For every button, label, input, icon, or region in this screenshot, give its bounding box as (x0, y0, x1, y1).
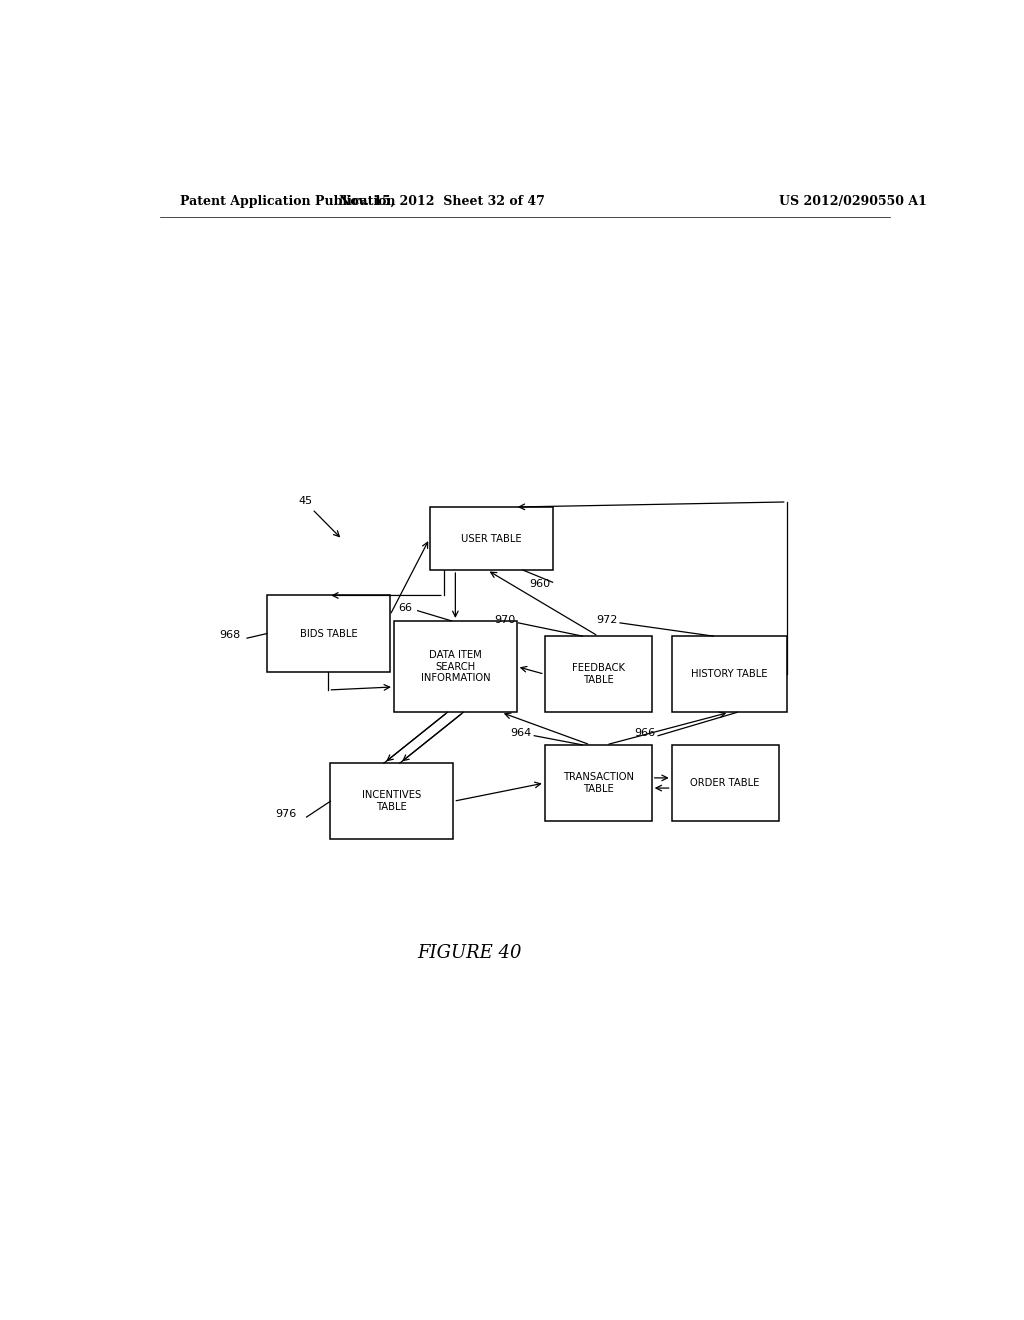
Text: DATA ITEM
SEARCH
INFORMATION: DATA ITEM SEARCH INFORMATION (421, 649, 490, 684)
Text: FEEDBACK
TABLE: FEEDBACK TABLE (571, 664, 625, 685)
Text: 970: 970 (495, 615, 516, 624)
Text: 976: 976 (274, 809, 296, 818)
Text: USER TABLE: USER TABLE (461, 533, 521, 544)
Text: Patent Application Publication: Patent Application Publication (179, 194, 395, 207)
Text: 968: 968 (219, 630, 241, 640)
Text: 45: 45 (299, 496, 312, 506)
Text: 972: 972 (596, 615, 617, 624)
Text: US 2012/0290550 A1: US 2012/0290550 A1 (778, 194, 927, 207)
Text: TRANSACTION
TABLE: TRANSACTION TABLE (563, 772, 634, 793)
FancyBboxPatch shape (672, 636, 786, 713)
FancyBboxPatch shape (430, 507, 553, 570)
FancyBboxPatch shape (545, 744, 652, 821)
Text: 960: 960 (528, 579, 550, 589)
Text: ORDER TABLE: ORDER TABLE (690, 777, 760, 788)
Text: BIDS TABLE: BIDS TABLE (300, 628, 357, 639)
Text: INCENTIVES
TABLE: INCENTIVES TABLE (362, 791, 422, 812)
FancyBboxPatch shape (545, 636, 652, 713)
Text: HISTORY TABLE: HISTORY TABLE (691, 669, 767, 680)
Text: 966: 966 (634, 727, 655, 738)
FancyBboxPatch shape (267, 595, 390, 672)
FancyBboxPatch shape (394, 620, 517, 713)
FancyBboxPatch shape (331, 763, 454, 840)
Text: FIGURE 40: FIGURE 40 (417, 944, 521, 962)
Text: 964: 964 (511, 727, 531, 738)
Text: Nov. 15, 2012  Sheet 32 of 47: Nov. 15, 2012 Sheet 32 of 47 (339, 194, 545, 207)
Text: 66: 66 (397, 603, 412, 612)
FancyBboxPatch shape (672, 744, 779, 821)
